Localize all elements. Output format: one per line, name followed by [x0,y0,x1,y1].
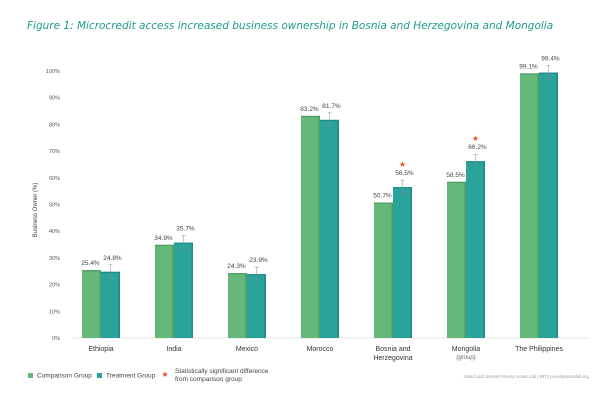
y-tick-label: 50% [49,203,60,209]
data-label: 58.5% [446,172,465,179]
data-label: 50.7% [373,193,392,200]
bar-comparison [228,273,247,338]
x-tick-label: India [166,346,181,353]
significance-star-icon: ★ [472,134,479,143]
figure-title: Figure 1: Microcredit access increased b… [27,20,554,32]
legend-swatch-comparison [28,373,33,378]
bar-comparison [447,181,466,338]
legend-label-significant-line1: Statistically significant difference [175,368,269,375]
y-axis-ticks: 0% 10% 20% 30% 40% 50% 60% 70% 80% 90% 100% [46,69,60,342]
y-tick-label: 10% [49,309,60,315]
bar-comparison [82,270,101,338]
bar-comparison [520,73,539,338]
x-axis-labels: Ethiopia India Mexico Morocco Bosnia and Herz… [88,346,563,362]
bar-edge [337,119,339,339]
data-label: 34.9% [154,235,173,242]
legend-label-comparison: Comparison Group [37,373,92,380]
data-label: 83.2% [300,106,319,113]
legend-label-significant-line2: from comparison group [175,376,242,383]
bar-top-edge [301,115,320,118]
x-tick-label: Ethiopia [88,346,113,353]
bar-treatment [320,119,339,339]
x-tick-label: Mexico [236,346,258,353]
bar-edge [537,73,539,338]
bar-edge [556,72,558,339]
x-tick-label: Mongolia [452,346,481,353]
y-axis-label: Business Owner (%) [33,183,39,238]
bar-treatment [174,242,193,338]
bar-treatment [101,271,120,338]
data-label: 24.3% [227,263,246,270]
legend-swatch-treatment [97,373,102,378]
bar-top-edge [155,244,174,247]
data-label: 56.5% [395,170,414,177]
bar-edge [99,270,101,338]
bar-top-edge [520,73,539,75]
bar-edge [118,271,120,338]
bar-top-edge [82,270,101,272]
bar-comparison [301,115,320,338]
data-label: 99.4% [541,56,560,63]
data-label: 35.7% [176,226,195,233]
bar-edge [391,202,393,338]
y-tick-label: 40% [49,229,60,235]
bar-edge [483,161,485,338]
y-tick-label: 20% [49,283,60,289]
source-credit: Abdul Latif Jameel Poverty Action Lab | … [464,374,590,379]
y-tick-label: 70% [49,149,60,155]
bar-top-edge [374,202,393,204]
bar-edge [464,181,466,338]
bar-edge [172,244,174,338]
y-tick-label: 30% [49,256,60,262]
x-tick-label: Bosnia and [375,346,410,353]
y-tick-label: 0% [52,336,60,342]
bar-edge [410,187,412,338]
bar-edge [264,274,266,338]
y-tick-label: 80% [49,122,60,128]
bar-treatment [466,161,485,338]
data-label: 23.9% [249,257,268,264]
data-label: 66.2% [468,144,487,151]
data-label: 25.4% [81,260,100,267]
x-tick-label: The Philippines [515,346,563,353]
legend-star-icon: ★ [161,370,168,379]
x-tick-label-line2: Herzegovina [373,355,412,362]
bar-top-edge [228,273,247,275]
significance-star-icon: ★ [399,160,406,169]
bar-comparison [374,202,393,338]
x-tick-sublabel: (group) [456,355,475,361]
bar-comparison [155,244,174,338]
bar-edge [245,273,247,338]
x-tick-label: Morocco [307,346,334,353]
bar-treatment [247,274,266,338]
bar-top-edge [447,181,466,184]
data-label: 99.1% [519,63,538,70]
bar-treatment [539,72,558,339]
bar-edge [191,242,193,338]
y-tick-label: 60% [49,176,60,182]
bar-edge [318,115,320,338]
legend: Comparison Group Treatment Group ★ Stati… [28,368,269,383]
legend-label-treatment: Treatment Group [106,373,156,380]
data-label: 81.7% [322,103,341,110]
y-tick-label: 100% [46,69,60,75]
data-label: 24.8% [103,255,122,262]
bar-treatment [393,187,412,338]
bars: 25.4%24.8% 34.9%35.7% 24.3%23.9% 83.2% 81.7%… [81,56,560,339]
y-tick-label: 90% [49,96,60,102]
